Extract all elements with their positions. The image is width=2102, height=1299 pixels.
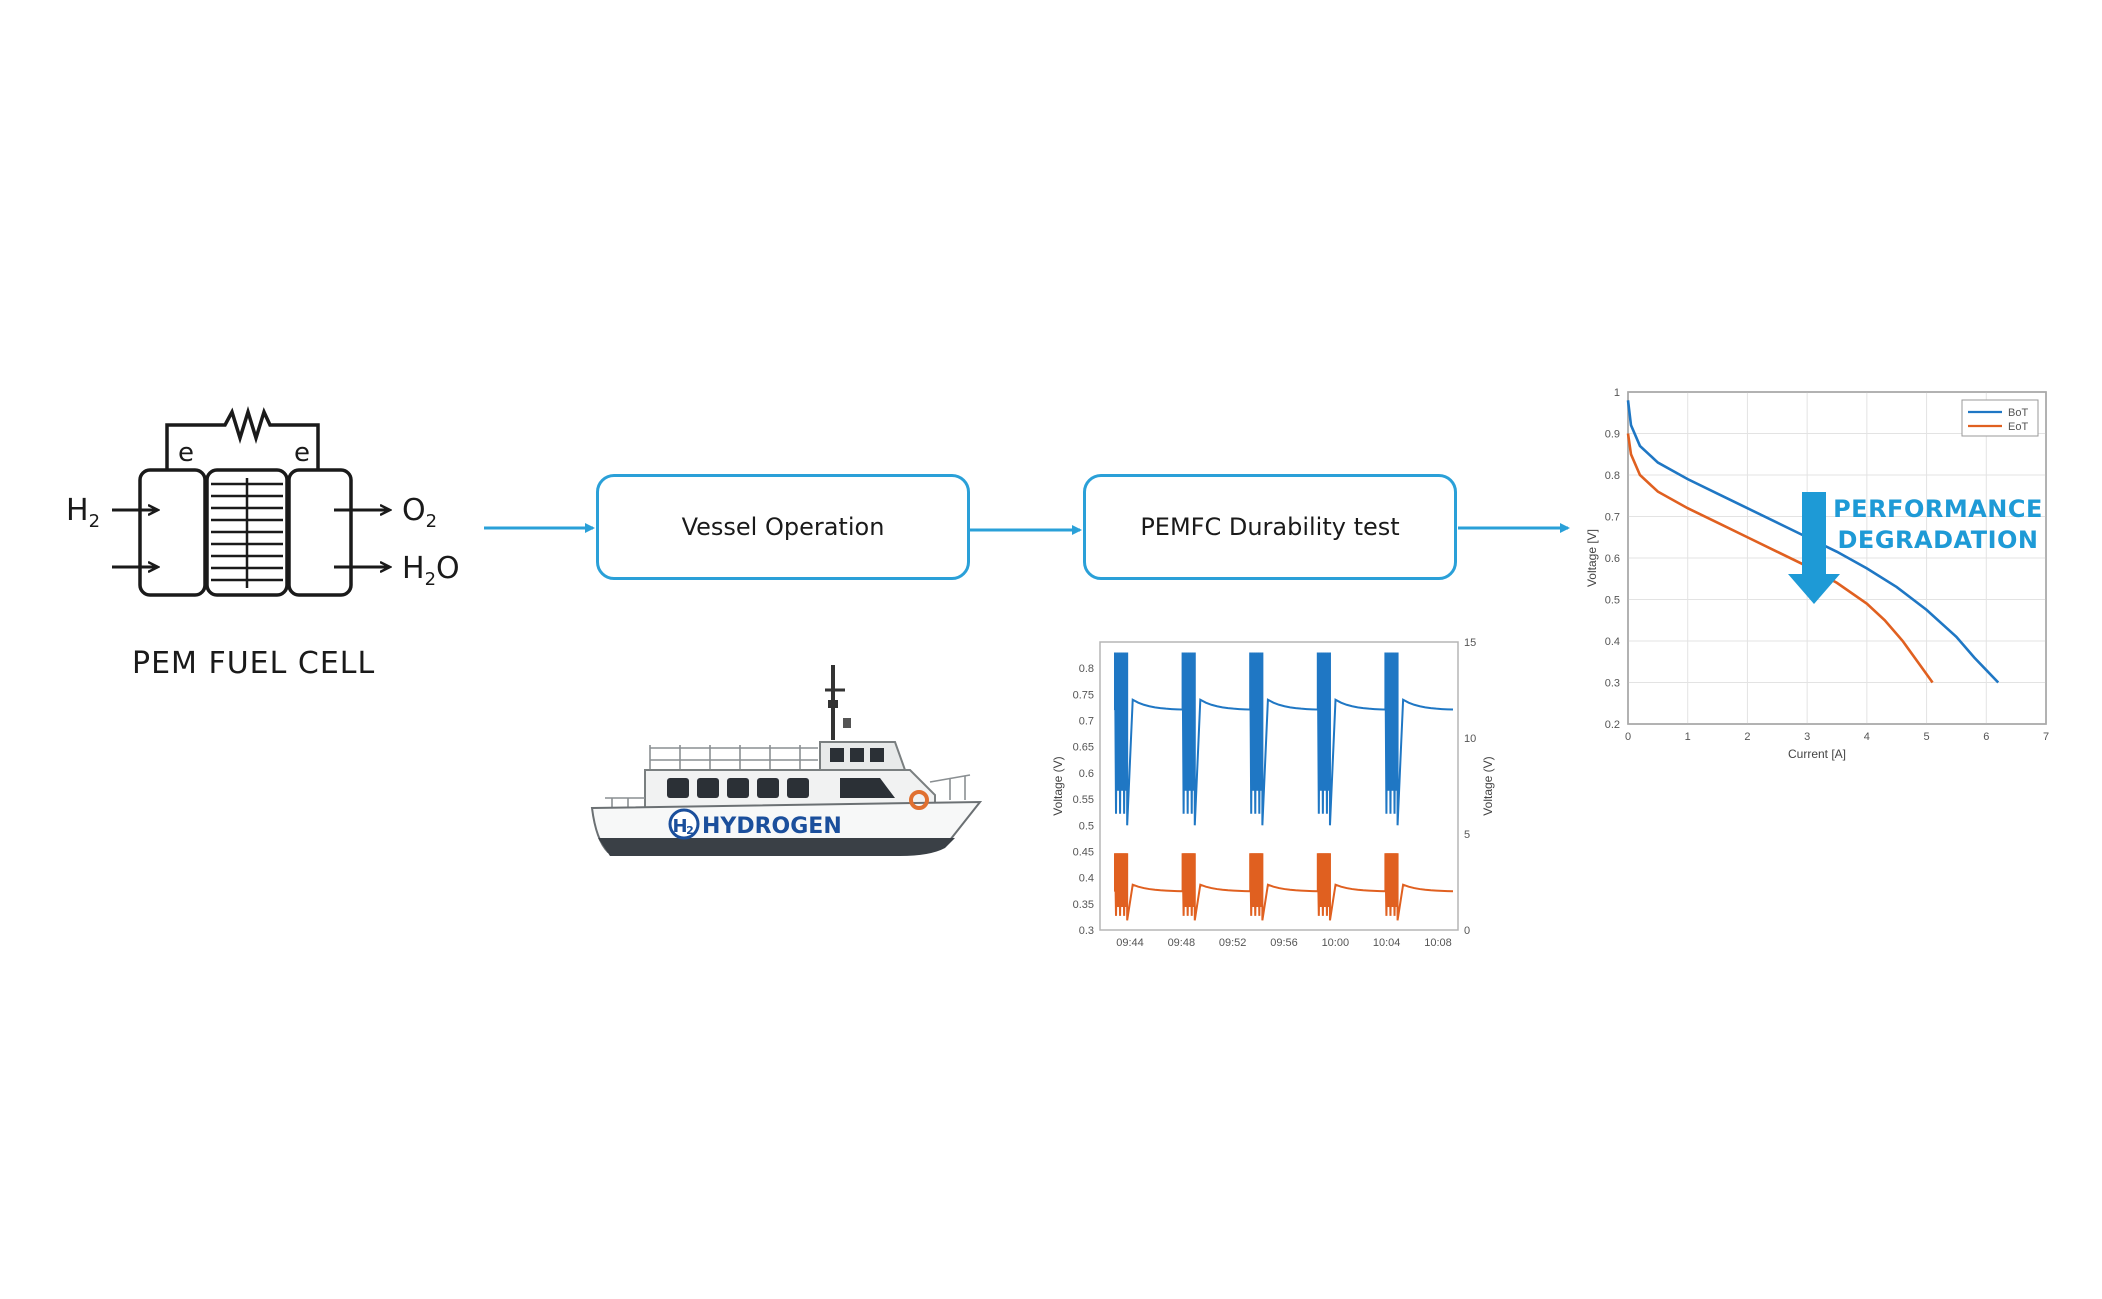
y-tick-label: 0.6 [1079, 768, 1094, 780]
legend-box [1961, 399, 2039, 437]
membrane-lines [211, 482, 283, 582]
y-tick-label: 0.3 [1079, 925, 1094, 937]
x-tick-label: 1 [1685, 731, 1691, 743]
x-tick-label: 2 [1744, 731, 1750, 743]
performance-degradation-label: PERFORMANCE DEGRADATION [1828, 494, 2048, 556]
voltage-series-line [1114, 652, 1454, 826]
degradation-arrow-icon [1788, 492, 1840, 604]
y-tick-label: 0.4 [1079, 873, 1094, 885]
x-tick-label: 10:04 [1373, 937, 1401, 949]
y-tick-label: 0.45 [1073, 846, 1094, 858]
legend-label: BoT [2008, 407, 2028, 419]
y-tick-label: 0.7 [1605, 512, 1620, 524]
stack-voltage-series-line [1114, 853, 1454, 921]
x-tick-label: 10:08 [1424, 937, 1452, 949]
y-tick-label: 0.2 [1605, 719, 1620, 731]
x-tick-label: 09:44 [1116, 937, 1144, 949]
y-axis-label: Voltage (V) [1051, 756, 1065, 815]
x-tick-label: 6 [1983, 731, 1989, 743]
x-tick-label: 7 [2043, 731, 2049, 743]
y2-tick-label: 0 [1464, 925, 1470, 937]
fuel-cell-schematic: e e [112, 406, 390, 597]
y-tick-label: 0.3 [1605, 678, 1620, 690]
y-tick-label: 0.9 [1605, 429, 1620, 441]
hull-hydrogen-text: HYDROGEN [702, 814, 842, 839]
h2o-output-label: H2O [402, 551, 460, 590]
polarization-curve-chart: 0 1 2 3 4 5 6 7 0.2 0.3 0.4 0.5 0.6 0.7 0.8 0.9 1 Current… [1585, 387, 2049, 761]
series-line-eot [1626, 433, 1934, 684]
durability-test-chart: 0.3 0.35 0.4 0.45 0.5 0.55 0.6 0.65 0.7 0.75 0.8 0 5… [1051, 637, 1495, 949]
y-tick-label: 0.65 [1073, 742, 1094, 754]
x-tick-label: 0 [1625, 731, 1631, 743]
life-ring-icon [909, 790, 929, 810]
y-tick-label: 0.75 [1073, 689, 1094, 701]
performance-degradation-line1: PERFORMANCE [1833, 495, 2043, 523]
y2-tick-label: 5 [1464, 829, 1470, 841]
o2-output-label: O2 [402, 493, 438, 532]
flow-arrows [484, 523, 1570, 535]
y-tick-label: 0.5 [1605, 595, 1620, 607]
x-tick-label: 4 [1864, 731, 1870, 743]
y-tick-label: 0.8 [1605, 470, 1620, 482]
y-tick-label: 0.6 [1605, 553, 1620, 565]
x-axis-label: Current [A] [1788, 747, 1846, 761]
fuel-cell-title: PEM FUEL CELL [132, 646, 376, 681]
x-tick-label: 09:48 [1168, 937, 1196, 949]
y2-tick-label: 15 [1464, 637, 1476, 649]
y2-tick-label: 10 [1464, 733, 1476, 745]
legend-label: EoT [2008, 421, 2028, 433]
y-tick-label: 1 [1614, 387, 1620, 399]
plot-area [1099, 641, 1459, 931]
y-tick-label: 0.35 [1073, 899, 1094, 911]
y-axis-label: Voltage [V] [1585, 529, 1599, 587]
h2-badge-icon [668, 808, 700, 840]
performance-degradation-line2: DEGRADATION [1837, 526, 2039, 554]
x-tick-label: 5 [1924, 731, 1930, 743]
y-tick-label: 0.7 [1079, 716, 1094, 728]
external-circuit-resistor-icon [165, 406, 320, 470]
y-tick-label: 0.55 [1073, 794, 1094, 806]
pemfc-durability-test-box: PEMFC Durability test [1083, 474, 1457, 580]
x-tick-label: 09:52 [1219, 937, 1247, 949]
x-tick-label: 10:00 [1322, 937, 1350, 949]
h2-badge-sub: 2 [686, 824, 694, 837]
y2-axis-label: Voltage (V) [1481, 756, 1495, 815]
vessel-operation-box: Vessel Operation [596, 474, 970, 580]
h2-badge-letter: H [672, 816, 687, 837]
electron-label-left: e [178, 438, 194, 468]
x-tick-label: 09:56 [1270, 937, 1298, 949]
hydrogen-boat-icon: H 2 HYDROGEN [590, 665, 983, 856]
anode-block [138, 468, 207, 597]
y-tick-label: 0.5 [1079, 820, 1094, 832]
y-tick-label: 0.4 [1605, 636, 1620, 648]
electron-label-right: e [294, 438, 310, 468]
x-tick-label: 3 [1804, 731, 1810, 743]
h2-input-label: H2 [66, 493, 101, 532]
cathode-block [287, 468, 353, 597]
y-tick-label: 0.8 [1079, 663, 1094, 675]
